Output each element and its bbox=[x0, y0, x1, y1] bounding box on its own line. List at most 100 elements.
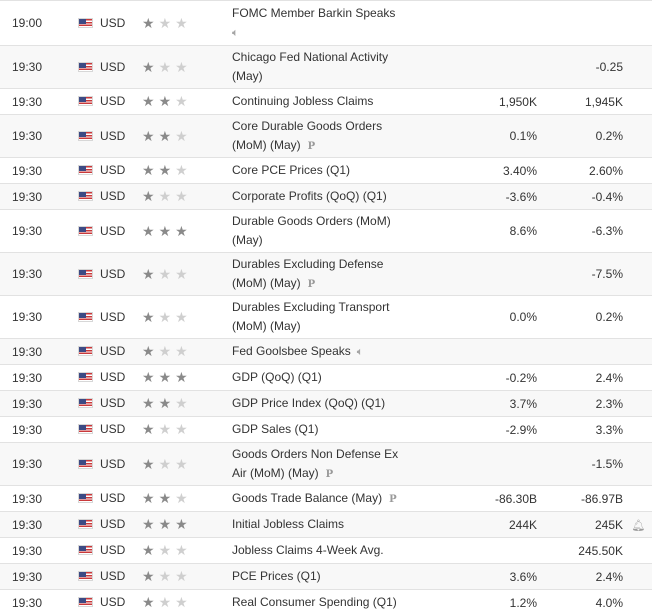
alert-cell[interactable] bbox=[625, 485, 652, 512]
event-row[interactable]: 19:30 USD ★ ★ ★ PCE Prices (Q1) 3.6% 2.4% bbox=[0, 563, 652, 590]
event-name-line[interactable]: Core PCE Prices (Q1) bbox=[232, 163, 351, 177]
currency-code: USD bbox=[100, 344, 126, 358]
event-name-line[interactable]: Corporate Profits (QoQ) (Q1) bbox=[232, 189, 387, 203]
event-name-line[interactable]: FOMC Member Barkin Speaks bbox=[232, 5, 396, 20]
alert-cell[interactable] bbox=[625, 183, 652, 210]
event-name-line[interactable]: GDP (QoQ) (Q1) bbox=[232, 370, 322, 384]
event-name-line[interactable]: Real Consumer Spending (Q1) bbox=[232, 595, 397, 610]
actual-value: 1.2% bbox=[458, 589, 541, 616]
event-name-cell[interactable]: FOMC Member Barkin Speaks 🔈︎ bbox=[223, 0, 458, 46]
alert-cell[interactable] bbox=[625, 589, 652, 616]
alert-cell[interactable] bbox=[625, 338, 652, 365]
alert-cell[interactable] bbox=[625, 364, 652, 391]
alert-cell[interactable] bbox=[625, 209, 652, 253]
alert-cell[interactable] bbox=[625, 0, 652, 46]
event-row[interactable]: 19:30 USD ★ ★ ★ Durables Excluding Defense (Mo… bbox=[0, 252, 652, 296]
event-name-cell[interactable]: Durable Goods Orders (MoM) (May) bbox=[223, 209, 458, 253]
event-row[interactable]: 19:30 USD ★ ★ ★ Core Durable Goods Orders (MoM… bbox=[0, 114, 652, 158]
alert-cell[interactable] bbox=[625, 563, 652, 590]
alert-cell[interactable] bbox=[625, 390, 652, 417]
event-name-line[interactable]: (May) bbox=[232, 233, 263, 247]
event-name-line[interactable]: Core Durable Goods Orders bbox=[232, 118, 383, 133]
event-row[interactable]: 19:30 USD ★ ★ ★ Chicago Fed National Activity… bbox=[0, 45, 652, 89]
event-name-line[interactable]: GDP Price Index (QoQ) (Q1) bbox=[232, 396, 386, 410]
event-name-cell[interactable]: Real Consumer Spending (Q1) bbox=[223, 589, 458, 616]
event-name-line[interactable]: Goods Trade Balance (May) bbox=[232, 490, 383, 505]
event-name-cell[interactable]: Goods Trade Balance (May) P bbox=[223, 485, 458, 512]
event-time: 19:30 bbox=[0, 45, 73, 89]
event-row[interactable]: 19:30 USD ★ ★ ★ Goods Trade Balance (May) P -86… bbox=[0, 485, 652, 512]
importance-rating: ★ ★ ★ bbox=[135, 0, 223, 46]
event-name-line[interactable]: Goods Orders Non Defense Ex bbox=[232, 446, 399, 461]
forecast-value: -0.4% bbox=[541, 183, 625, 210]
event-row[interactable]: 19:30 USD ★ ★ ★ Fed Goolsbee Speaks 🔈︎ bbox=[0, 338, 652, 365]
event-row[interactable]: 19:30 USD ★ ★ ★ Real Consumer Spending (Q1) 1.… bbox=[0, 589, 652, 616]
event-name-cell[interactable]: Goods Orders Non Defense Ex Air (MoM) (Ma… bbox=[223, 442, 458, 486]
event-name-line[interactable]: Durable Goods Orders (MoM) bbox=[232, 214, 391, 228]
event-name-cell[interactable]: Durables Excluding Transport (MoM) (May) bbox=[223, 295, 458, 339]
forecast-value: -86.97B bbox=[541, 485, 625, 512]
event-name-line[interactable]: Jobless Claims 4-Week Avg. bbox=[232, 543, 384, 557]
event-name-cell[interactable]: GDP Price Index (QoQ) (Q1) bbox=[223, 390, 458, 417]
event-name-line[interactable]: Initial Jobless Claims bbox=[232, 517, 345, 531]
event-name-cell[interactable]: PCE Prices (Q1) bbox=[223, 563, 458, 590]
event-name-line[interactable]: Fed Goolsbee Speaks bbox=[232, 343, 351, 358]
event-row[interactable]: 19:30 USD ★ ★ ★ Durable Goods Orders (MoM) (Ma… bbox=[0, 209, 652, 253]
event-row[interactable]: 19:00 USD ★ ★ ★ FOMC Member Barkin Speaks 🔈︎ bbox=[0, 0, 652, 46]
alert-cell[interactable] bbox=[625, 45, 652, 89]
event-name-cell[interactable]: Fed Goolsbee Speaks 🔈︎ bbox=[223, 338, 458, 365]
event-name-cell[interactable]: GDP Sales (Q1) bbox=[223, 416, 458, 443]
currency-cell: USD bbox=[73, 114, 135, 158]
alert-cell[interactable]: 🔔︎ bbox=[625, 511, 652, 538]
event-name-line[interactable]: Air (MoM) (May) bbox=[232, 465, 319, 480]
event-time: 19:30 bbox=[0, 114, 73, 158]
event-row[interactable]: 19:30 USD ★ ★ ★ Goods Orders Non Defense Ex Ai… bbox=[0, 442, 652, 486]
alert-cell[interactable] bbox=[625, 114, 652, 158]
currency-cell: USD bbox=[73, 537, 135, 564]
event-name-line[interactable]: Chicago Fed National Activity bbox=[232, 50, 389, 64]
event-name-line[interactable]: (MoM) (May) bbox=[232, 319, 301, 333]
star-icon: ★ bbox=[158, 568, 172, 584]
preliminary-icon: P bbox=[325, 468, 334, 480]
event-row[interactable]: 19:30 USD ★ ★ ★ Corporate Profits (QoQ) (Q1) -… bbox=[0, 183, 652, 210]
alert-cell[interactable] bbox=[625, 252, 652, 296]
speaker-icon[interactable]: 🔈︎ bbox=[232, 26, 239, 39]
event-name-cell[interactable]: Core Durable Goods Orders (MoM) (May) P bbox=[223, 114, 458, 158]
event-row[interactable]: 19:30 USD ★ ★ ★ Initial Jobless Claims 244K 245… bbox=[0, 511, 652, 538]
event-name-cell[interactable]: Chicago Fed National Activity (May) bbox=[223, 45, 458, 89]
event-name-cell[interactable]: Corporate Profits (QoQ) (Q1) bbox=[223, 183, 458, 210]
event-name-line[interactable]: (MoM) (May) bbox=[232, 137, 301, 152]
alert-cell[interactable] bbox=[625, 295, 652, 339]
star-icon: ★ bbox=[175, 455, 188, 472]
event-name-cell[interactable]: Durables Excluding Defense (MoM) (May) P bbox=[223, 252, 458, 296]
alert-cell[interactable] bbox=[625, 537, 652, 564]
event-name-cell[interactable]: Core PCE Prices (Q1) bbox=[223, 157, 458, 184]
event-row[interactable]: 19:30 USD ★ ★ ★ Jobless Claims 4-Week Avg. 245… bbox=[0, 537, 652, 564]
event-name-cell[interactable]: Jobless Claims 4-Week Avg. bbox=[223, 537, 458, 564]
event-name-cell[interactable]: Continuing Jobless Claims bbox=[223, 88, 458, 115]
event-name-cell[interactable]: GDP (QoQ) (Q1) bbox=[223, 364, 458, 391]
event-row[interactable]: 19:30 USD ★ ★ ★ GDP (QoQ) (Q1) -0.2% 2.4% bbox=[0, 364, 652, 391]
event-row[interactable]: 19:30 USD ★ ★ ★ Continuing Jobless Claims 1,95… bbox=[0, 88, 652, 115]
event-time: 19:30 bbox=[0, 183, 73, 210]
alert-cell[interactable] bbox=[625, 88, 652, 115]
event-row[interactable]: 19:30 USD ★ ★ ★ Durables Excluding Transport(… bbox=[0, 295, 652, 339]
event-name-line[interactable]: PCE Prices (Q1) bbox=[232, 569, 321, 583]
event-name-line[interactable]: Durables Excluding Transport bbox=[232, 300, 390, 314]
event-name-line[interactable]: (May) bbox=[232, 69, 263, 83]
alert-cell[interactable] bbox=[625, 442, 652, 486]
event-row[interactable]: 19:30 USD ★ ★ ★ GDP Sales (Q1) -2.9% 3.3% bbox=[0, 416, 652, 443]
event-name-line[interactable]: Durables Excluding Defense bbox=[232, 256, 384, 271]
speaker-icon[interactable]: 🔈︎ bbox=[356, 345, 364, 358]
event-name-cell[interactable]: Initial Jobless Claims bbox=[223, 511, 458, 538]
bell-icon[interactable]: 🔔︎ bbox=[631, 519, 646, 532]
currency-cell: USD bbox=[73, 390, 135, 417]
event-name-line[interactable]: GDP Sales (Q1) bbox=[232, 422, 319, 436]
event-row[interactable]: 19:30 USD ★ ★ ★ Core PCE Prices (Q1) 3.40% 2.60… bbox=[0, 157, 652, 184]
event-name-line[interactable]: Continuing Jobless Claims bbox=[232, 94, 374, 108]
alert-cell[interactable] bbox=[625, 416, 652, 443]
us-flag-icon bbox=[78, 130, 93, 141]
alert-cell[interactable] bbox=[625, 157, 652, 184]
event-name-line[interactable]: (MoM) (May) bbox=[232, 275, 301, 290]
event-row[interactable]: 19:30 USD ★ ★ ★ GDP Price Index (QoQ) (Q1) 3.7… bbox=[0, 390, 652, 417]
